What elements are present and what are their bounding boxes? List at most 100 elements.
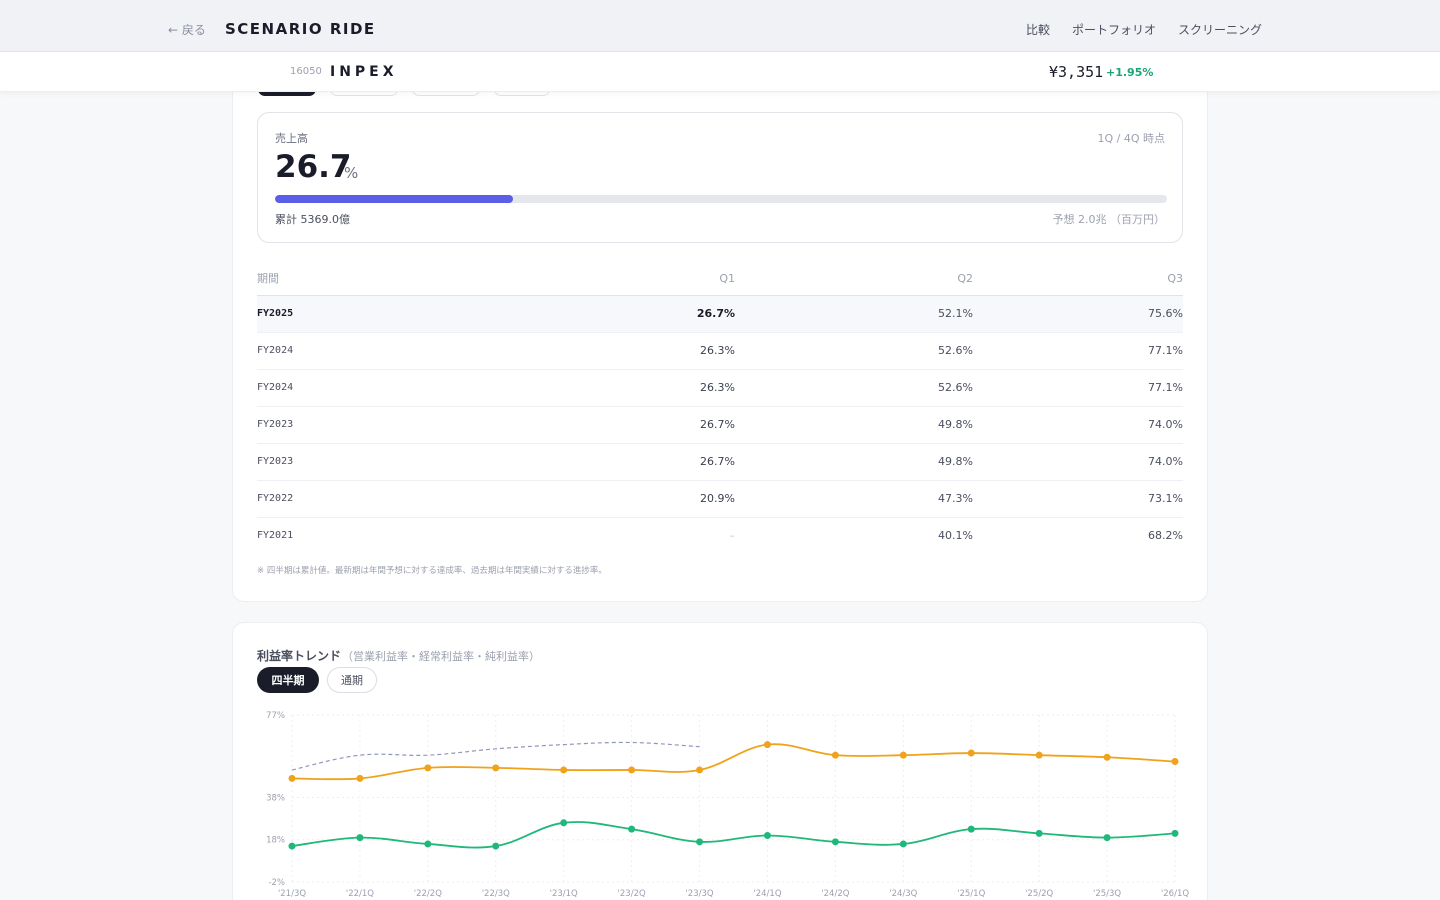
x-tick-label: '23/3Q xyxy=(685,889,713,899)
y-tick-label: 18% xyxy=(266,836,285,846)
header-q2: Q2 xyxy=(735,262,973,296)
tab-annual[interactable]: 通期 xyxy=(327,667,377,693)
progress-fill xyxy=(275,195,514,203)
data-point xyxy=(1171,758,1179,766)
ticker-code: 16050 xyxy=(290,66,322,77)
progress-label: 売上高 xyxy=(275,132,308,145)
ticker-price: ¥3,351 xyxy=(1049,63,1104,81)
back-link[interactable]: ← 戻る xyxy=(168,23,206,37)
table-row: FY2022 20.9% 47.3% 73.1% xyxy=(257,480,1183,518)
header-q3: Q3 xyxy=(973,262,1183,296)
series-line-0 xyxy=(291,741,700,771)
x-tick-label: '25/1Q xyxy=(957,889,985,899)
cell-period: FY2025 xyxy=(257,295,507,333)
x-tick-label: '23/2Q xyxy=(618,889,646,899)
data-point xyxy=(967,825,975,833)
cell-q3: 75.6% xyxy=(973,295,1183,333)
data-point xyxy=(492,842,500,850)
y-tick-label: 38% xyxy=(266,793,285,803)
cell-q1: 26.7% xyxy=(507,406,735,444)
nav-link-screening[interactable]: スクリーニング xyxy=(1177,23,1262,37)
table-row: FY2021 – 40.1% 68.2% xyxy=(257,517,1183,554)
x-tick-label: '22/2Q xyxy=(414,889,442,899)
data-point xyxy=(899,751,907,759)
table-row: FY2023 26.7% 49.8% 74.0% xyxy=(257,443,1183,481)
x-tick-label: '24/2Q xyxy=(821,889,849,899)
x-tick-label: '21/3Q xyxy=(278,889,306,899)
trend-title: 利益率トレンド xyxy=(257,649,342,663)
data-point xyxy=(763,831,771,839)
cell-q1: 26.3% xyxy=(507,332,735,370)
cell-q2: 52.1% xyxy=(735,295,973,333)
data-point xyxy=(288,842,296,850)
data-point xyxy=(560,766,568,774)
x-tick-label: '24/3Q xyxy=(889,889,917,899)
x-tick-label: '26/1Q xyxy=(1161,889,1189,899)
table-row: FY2025 26.7% 52.1% 75.6% xyxy=(257,295,1183,333)
progress-cumulative: 累計 5369.0億 xyxy=(275,213,350,226)
progress-forecast: 予想 2.0兆 （百万円） xyxy=(1052,213,1166,226)
data-point xyxy=(1103,834,1111,842)
data-point xyxy=(356,834,364,842)
y-tick-label: 77% xyxy=(266,711,285,721)
top-nav: ← 戻る SCENARIO RIDE 比較 ポートフォリオ スクリーニング xyxy=(0,0,1440,52)
data-point xyxy=(356,774,364,782)
cell-q2: 52.6% xyxy=(735,332,973,370)
data-point xyxy=(831,838,839,846)
nav-link-portfolio[interactable]: ポートフォリオ xyxy=(1071,23,1156,37)
series-line-2 xyxy=(291,821,1176,849)
data-point xyxy=(560,819,568,827)
series-line-1 xyxy=(291,743,1176,781)
data-point xyxy=(1035,829,1043,837)
x-tick-label: '25/3Q xyxy=(1093,889,1121,899)
nav-link-compare[interactable]: 比較 xyxy=(1025,23,1050,37)
margin-trend-chart: 77% 38% 18% -2%'21/3Q '22/1Q '22/2Q '22/3Q '23/… xyxy=(266,711,1189,899)
header-period: 期間 xyxy=(257,262,507,296)
cell-q1: 26.7% xyxy=(507,295,735,333)
x-tick-label: '22/3Q xyxy=(482,889,510,899)
cell-period: FY2023 xyxy=(257,443,507,481)
x-tick-label: '24/1Q xyxy=(753,889,781,899)
cell-q3: 77.1% xyxy=(973,369,1183,407)
brand-logo[interactable]: SCENARIO RIDE xyxy=(225,20,376,38)
table-row: FY2023 26.7% 49.8% 74.0% xyxy=(257,406,1183,444)
cell-period: FY2021 xyxy=(257,530,294,542)
x-tick-label: '22/1Q xyxy=(346,889,374,899)
data-point xyxy=(696,766,704,774)
data-point xyxy=(763,741,771,749)
margin-trend-card xyxy=(232,622,1208,900)
cell-q1: – xyxy=(729,529,736,543)
table-row: FY2024 26.3% 52.6% 77.1% xyxy=(257,369,1183,407)
data-point xyxy=(1035,751,1043,759)
cell-period: FY2023 xyxy=(257,406,507,444)
cell-q1: 20.9% xyxy=(507,480,735,518)
header-q1: Q1 xyxy=(507,262,735,296)
ticker-change: +1.95% xyxy=(1106,66,1154,79)
cell-period: FY2024 xyxy=(257,369,507,407)
y-tick-label: -2% xyxy=(268,878,285,888)
ticker-name: INPEX xyxy=(330,64,398,80)
progress-unit: % xyxy=(344,164,359,182)
cell-period: FY2022 xyxy=(257,480,507,518)
data-point xyxy=(628,825,636,833)
tab-quarterly[interactable]: 四半期 xyxy=(257,667,319,693)
ticker-bar: 16050 INPEX ¥3,351 +1.95% xyxy=(0,52,1440,92)
cell-q3: 74.0% xyxy=(973,406,1183,444)
data-point xyxy=(424,840,432,848)
table-header-row: 期間 Q1 Q2 Q3 xyxy=(257,262,1183,296)
cell-q2: 49.8% xyxy=(735,406,973,444)
x-tick-label: '23/1Q xyxy=(550,889,578,899)
progress-period: 1Q / 4Q 時点 xyxy=(1097,132,1165,145)
data-point xyxy=(492,764,500,772)
data-point xyxy=(899,840,907,848)
data-point xyxy=(1103,753,1111,761)
cell-q3: 73.1% xyxy=(973,480,1183,518)
cell-q3: 77.1% xyxy=(973,332,1183,370)
cell-q2: 47.3% xyxy=(735,480,973,518)
x-tick-label: '25/2Q xyxy=(1025,889,1053,899)
data-point xyxy=(288,774,296,782)
cell-q1: 26.3% xyxy=(507,369,735,407)
cell-period: FY2024 xyxy=(257,332,507,370)
progress-summary: 売上高 1Q / 4Q 時点 26.7 % 累計 5369.0億 予想 2.0兆… xyxy=(257,112,1183,243)
quarterly-progress-table: 期間 Q1 Q2 Q3 FY2025 26.7% 52.1% 75.6% FY2… xyxy=(257,262,1183,554)
